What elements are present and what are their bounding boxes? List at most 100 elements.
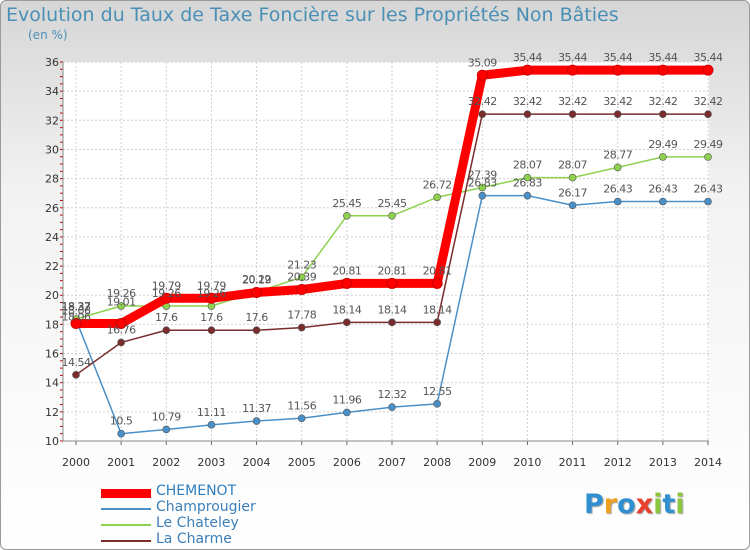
data-point [568, 110, 577, 118]
x-tick-label: 2005 [288, 456, 316, 469]
data-point [476, 69, 488, 81]
plot-area [63, 62, 709, 441]
data-label: 25.45 [378, 197, 407, 210]
data-point [659, 153, 667, 161]
x-tick-label: 2014 [694, 456, 722, 469]
data-label: 29.49 [648, 138, 677, 151]
data-point [613, 197, 622, 206]
legend-swatch [101, 524, 151, 526]
y-tick-label: 26 [45, 202, 59, 215]
x-tick-label: 2006 [333, 456, 361, 469]
proxiti-logo: Proxiti [584, 489, 685, 520]
data-label: 28.07 [558, 159, 587, 172]
data-point [613, 110, 622, 118]
data-point [567, 64, 579, 76]
data-label: 11.96 [332, 393, 361, 406]
x-tick-label: 2013 [649, 456, 677, 469]
y-tick-label: 14 [45, 377, 59, 390]
data-label: 32.42 [468, 95, 497, 108]
data-point [341, 277, 353, 289]
data-point [117, 429, 125, 438]
data-label: 35.44 [694, 51, 723, 64]
data-label: 32.42 [603, 95, 632, 108]
data-label: 11.37 [242, 402, 271, 415]
data-label: 14.54 [62, 356, 91, 369]
data-point [433, 193, 441, 202]
data-label: 20.81 [378, 264, 407, 277]
x-tick-label: 2000 [62, 456, 90, 469]
data-point [388, 318, 396, 327]
data-point [657, 64, 669, 76]
data-point [523, 110, 532, 118]
data-label: 26.43 [648, 183, 677, 196]
legend-swatch [101, 540, 151, 542]
y-tick-label: 16 [45, 348, 59, 361]
logo-letter: o [617, 489, 636, 520]
data-point [297, 323, 306, 332]
data-label: 35.09 [468, 56, 497, 69]
data-point [343, 318, 351, 327]
data-label: 20.22 [242, 273, 271, 286]
data-point [433, 400, 441, 408]
y-tick-label: 12 [45, 406, 59, 419]
data-point [252, 326, 261, 335]
data-point [431, 277, 443, 289]
data-point [162, 326, 171, 335]
data-point [117, 302, 125, 310]
y-tick-label: 28 [45, 173, 59, 186]
x-tick-label: 2008 [423, 456, 451, 469]
legend-swatch [101, 508, 151, 510]
data-point [568, 201, 577, 210]
y-tick-label: 20 [45, 289, 59, 302]
data-label: 21.23 [287, 258, 316, 271]
data-label: 17.6 [245, 311, 268, 324]
data-label: 29.49 [694, 138, 723, 151]
data-label: 26.43 [603, 183, 632, 196]
data-point [72, 371, 80, 379]
data-point [613, 163, 622, 172]
data-label: 35.44 [558, 51, 587, 64]
y-tick-label: 22 [45, 260, 59, 273]
data-point [70, 318, 82, 330]
data-label: 26.83 [468, 177, 497, 190]
y-tick-label: 24 [45, 231, 59, 244]
x-tick-label: 2004 [243, 456, 271, 469]
data-label: 28.07 [513, 159, 542, 172]
x-tick-label: 2003 [197, 456, 225, 469]
data-label: 18.14 [378, 303, 407, 316]
legend-label: Champrougier [156, 499, 256, 515]
y-tick-label: 32 [45, 114, 59, 127]
data-point [659, 110, 667, 118]
y-tick-label: 34 [45, 85, 59, 98]
legend-label: Le Chateley [156, 515, 239, 531]
data-label: 26.43 [694, 183, 723, 196]
y-tick-label: 36 [45, 56, 59, 69]
data-point [297, 273, 306, 282]
y-tick-label: 10 [45, 435, 59, 448]
logo-letter: P [584, 489, 604, 520]
data-label: 11.11 [197, 406, 226, 419]
logo-letter: x [635, 489, 654, 520]
logo-letter: r [603, 489, 618, 520]
x-tick-label: 2012 [604, 456, 632, 469]
data-point [478, 191, 487, 200]
data-point [117, 338, 125, 347]
logo-letter: i [675, 489, 685, 520]
data-label: 19.79 [152, 279, 181, 292]
data-point [343, 211, 351, 220]
data-label: 27.39 [468, 169, 497, 182]
data-point [523, 173, 532, 182]
data-point [478, 183, 487, 192]
data-point [523, 191, 532, 200]
data-label: 18.06 [62, 311, 91, 324]
data-point [704, 197, 712, 206]
data-label: 19.79 [197, 279, 226, 292]
data-label: 17.6 [155, 311, 178, 324]
data-label: 26.83 [513, 177, 542, 190]
data-label: 20.81 [423, 264, 452, 277]
data-label: 20.39 [287, 271, 316, 284]
x-tick-label: 2001 [107, 456, 135, 469]
legend-swatch [101, 488, 151, 498]
data-label: 19.01 [107, 296, 136, 309]
